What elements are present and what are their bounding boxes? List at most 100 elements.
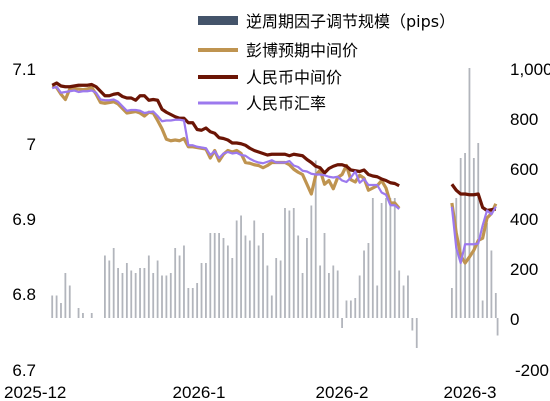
adjustment-bar: [319, 265, 322, 318]
adjustment-bar: [279, 260, 282, 318]
adjustment-bar: [213, 233, 216, 318]
adjustment-bar: [380, 203, 383, 318]
adjustment-bar: [121, 273, 124, 318]
adjustment-bar: [288, 210, 291, 318]
adjustment-bar: [205, 263, 207, 318]
adjustment-bar: [464, 153, 466, 318]
adjustment-bar: [60, 303, 62, 318]
adjustment-bar: [134, 273, 137, 318]
left-tick-label: 7.1: [12, 60, 36, 79]
adjustment-bar: [248, 240, 251, 318]
legend-label: 逆周期因子调节规模（pips）: [246, 12, 455, 31]
adjustment-bar: [297, 235, 300, 318]
right-tick-label: 200: [510, 260, 538, 279]
series-line: [450, 206, 497, 265]
left-tick-label: 6.8: [12, 285, 36, 304]
adjustment-bar: [104, 255, 106, 318]
adjustment-bar: [270, 295, 273, 318]
legend-label: 彭博预期中间价: [246, 41, 358, 60]
adjustment-bar: [143, 268, 146, 318]
adjustment-bar: [367, 243, 370, 318]
adjustment-bar: [345, 300, 348, 318]
adjustment-bar: [496, 318, 499, 336]
adjustment-bar: [257, 245, 260, 318]
adjustment-bar: [411, 318, 414, 331]
adjustment-bar: [459, 158, 462, 318]
adjustment-bar: [398, 270, 401, 318]
adjustment-bar: [139, 268, 141, 318]
legend-label: 人民币汇率: [246, 94, 326, 113]
adjustment-bar: [130, 270, 133, 318]
series-line: [51, 85, 400, 210]
adjustment-bar: [117, 268, 119, 318]
adjustment-bar: [147, 255, 150, 318]
adjustment-bar: [292, 208, 295, 318]
adjustment-bar: [178, 255, 181, 318]
adjustment-bar: [402, 285, 405, 318]
adjustment-bar: [306, 238, 308, 318]
adjustment-bar: [55, 295, 58, 318]
adjustment-bar: [231, 258, 234, 318]
line-series-group: [51, 81, 498, 265]
adjustment-bar: [191, 288, 194, 318]
adjustment-bar: [477, 143, 480, 318]
adjustment-bar: [363, 250, 365, 318]
x-axis: 2025-12 2026-1 2026-2 2026-3: [4, 383, 496, 401]
adjustment-bar: [209, 233, 212, 318]
right-tick-label: -200: [515, 361, 549, 380]
adjustment-bar: [240, 215, 242, 318]
adjustment-bar: [450, 288, 453, 318]
x-tick-label: 2026-1: [173, 383, 226, 401]
adjustment-bar: [174, 248, 177, 318]
series-line: [51, 81, 400, 188]
adjustment-bar: [284, 208, 286, 318]
legend-label: 人民币中间价: [246, 68, 342, 87]
adjustment-bar: [314, 160, 317, 318]
adjustment-bar: [455, 198, 458, 318]
adjustment-bar: [112, 248, 115, 318]
adjustment-bar: [68, 285, 71, 318]
adjustment-bar: [152, 273, 155, 318]
adjustment-bar: [64, 273, 67, 318]
adjustment-bar: [90, 313, 93, 318]
left-axis: 7.1 7 6.9 6.8 6.7: [12, 60, 36, 380]
adjustment-bar: [187, 288, 190, 318]
left-tick-label: 6.9: [12, 210, 36, 229]
adjustment-bar: [235, 220, 238, 318]
x-tick-label: 2026-2: [316, 383, 369, 401]
adjustment-bar: [310, 205, 313, 318]
adjustment-bar: [200, 263, 203, 318]
adjustment-bar: [262, 233, 264, 318]
adjustment-bar: [481, 300, 484, 318]
adjustment-bar: [371, 198, 374, 318]
adjustment-bar: [218, 233, 220, 318]
adjustment-bar: [341, 318, 343, 328]
adjustment-bar: [376, 285, 379, 318]
bar-series: [51, 68, 499, 348]
adjustment-bar: [472, 158, 475, 318]
legend-swatch-bar: [198, 16, 238, 25]
adjustment-bar: [354, 298, 357, 318]
adjustment-bar: [389, 198, 392, 318]
adjustment-bar: [494, 293, 497, 318]
adjustment-bar: [77, 308, 80, 318]
adjustment-bar: [407, 275, 409, 318]
series-line: [450, 183, 497, 213]
right-tick-label: 800: [510, 110, 538, 129]
adjustment-bar: [328, 273, 330, 318]
right-tick-label: 0: [510, 310, 519, 329]
adjustment-bar: [275, 258, 278, 318]
adjustment-bar: [490, 250, 493, 318]
adjustment-bar: [108, 260, 111, 318]
x-tick-label: 2026-3: [444, 383, 497, 401]
adjustment-bar: [486, 223, 488, 318]
adjustment-bar: [253, 220, 256, 318]
adjustment-bar: [301, 273, 304, 318]
left-tick-label: 7: [27, 135, 36, 154]
adjustment-bar: [169, 273, 172, 318]
adjustment-bar: [244, 235, 247, 318]
adjustment-bar: [222, 238, 225, 318]
adjustment-bar: [336, 270, 339, 318]
adjustment-bar: [165, 275, 168, 318]
